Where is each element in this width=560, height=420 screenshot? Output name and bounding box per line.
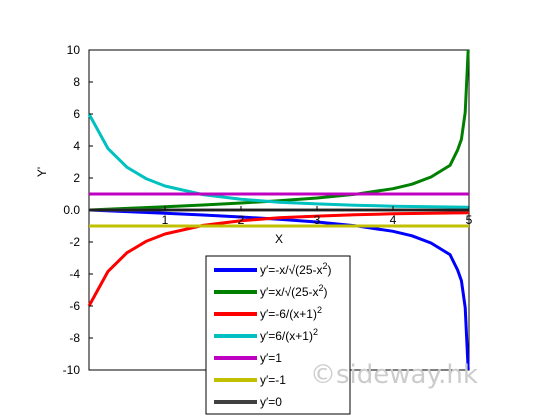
legend-label: y′=x/√(25-x2)	[260, 283, 328, 299]
watermark: ©sideway.hk	[310, 360, 478, 390]
y-tick-label: 10	[67, 43, 81, 57]
x-tick-label: 4	[390, 213, 397, 227]
y-tick-label: 2	[73, 171, 80, 185]
series-line-3	[87, 211, 470, 307]
y-tick-label: -6	[69, 299, 80, 313]
series-line-1	[88, 208, 470, 371]
x-axis-ticks: 1 2 3 4 5	[162, 206, 473, 227]
y-tick-label: 8	[73, 75, 80, 89]
y-tick-label: -10	[63, 363, 81, 377]
x-tick-label: 2	[238, 213, 245, 227]
legend-label: y′=1	[260, 351, 282, 365]
legend: y′=-x/√(25-x2) y′=x/√(25-x2) y′=-6/(x+1)2 y…	[205, 255, 351, 415]
y-tick-label: 0.0	[63, 203, 80, 217]
y-tick-label: 6	[73, 107, 80, 121]
y-tick-label: -4	[69, 267, 80, 281]
legend-label: y′=-x/√(25-x2)	[260, 261, 332, 277]
x-axis-label: X	[275, 232, 283, 246]
y-tick-label: -2	[69, 235, 80, 249]
legend-label: y′=-6/(x+1)2	[260, 305, 322, 321]
y-tick-label: -8	[69, 331, 80, 345]
y-axis-label: Y'	[35, 167, 49, 177]
x-tick-label: 3	[314, 213, 321, 227]
series-line-2	[88, 49, 470, 212]
legend-label: y′=-1	[260, 373, 286, 387]
y-axis-ticks: 10 8 6 4 2 0.0 -2 -4 -6 -8 -10	[63, 43, 93, 377]
legend-label: y′=6/(x+1)2	[260, 327, 318, 343]
y-tick-label: 4	[73, 139, 80, 153]
legend-label: y′=0	[260, 395, 282, 409]
x-tick-label: 1	[162, 213, 169, 227]
x-tick-label: 5	[466, 213, 473, 227]
